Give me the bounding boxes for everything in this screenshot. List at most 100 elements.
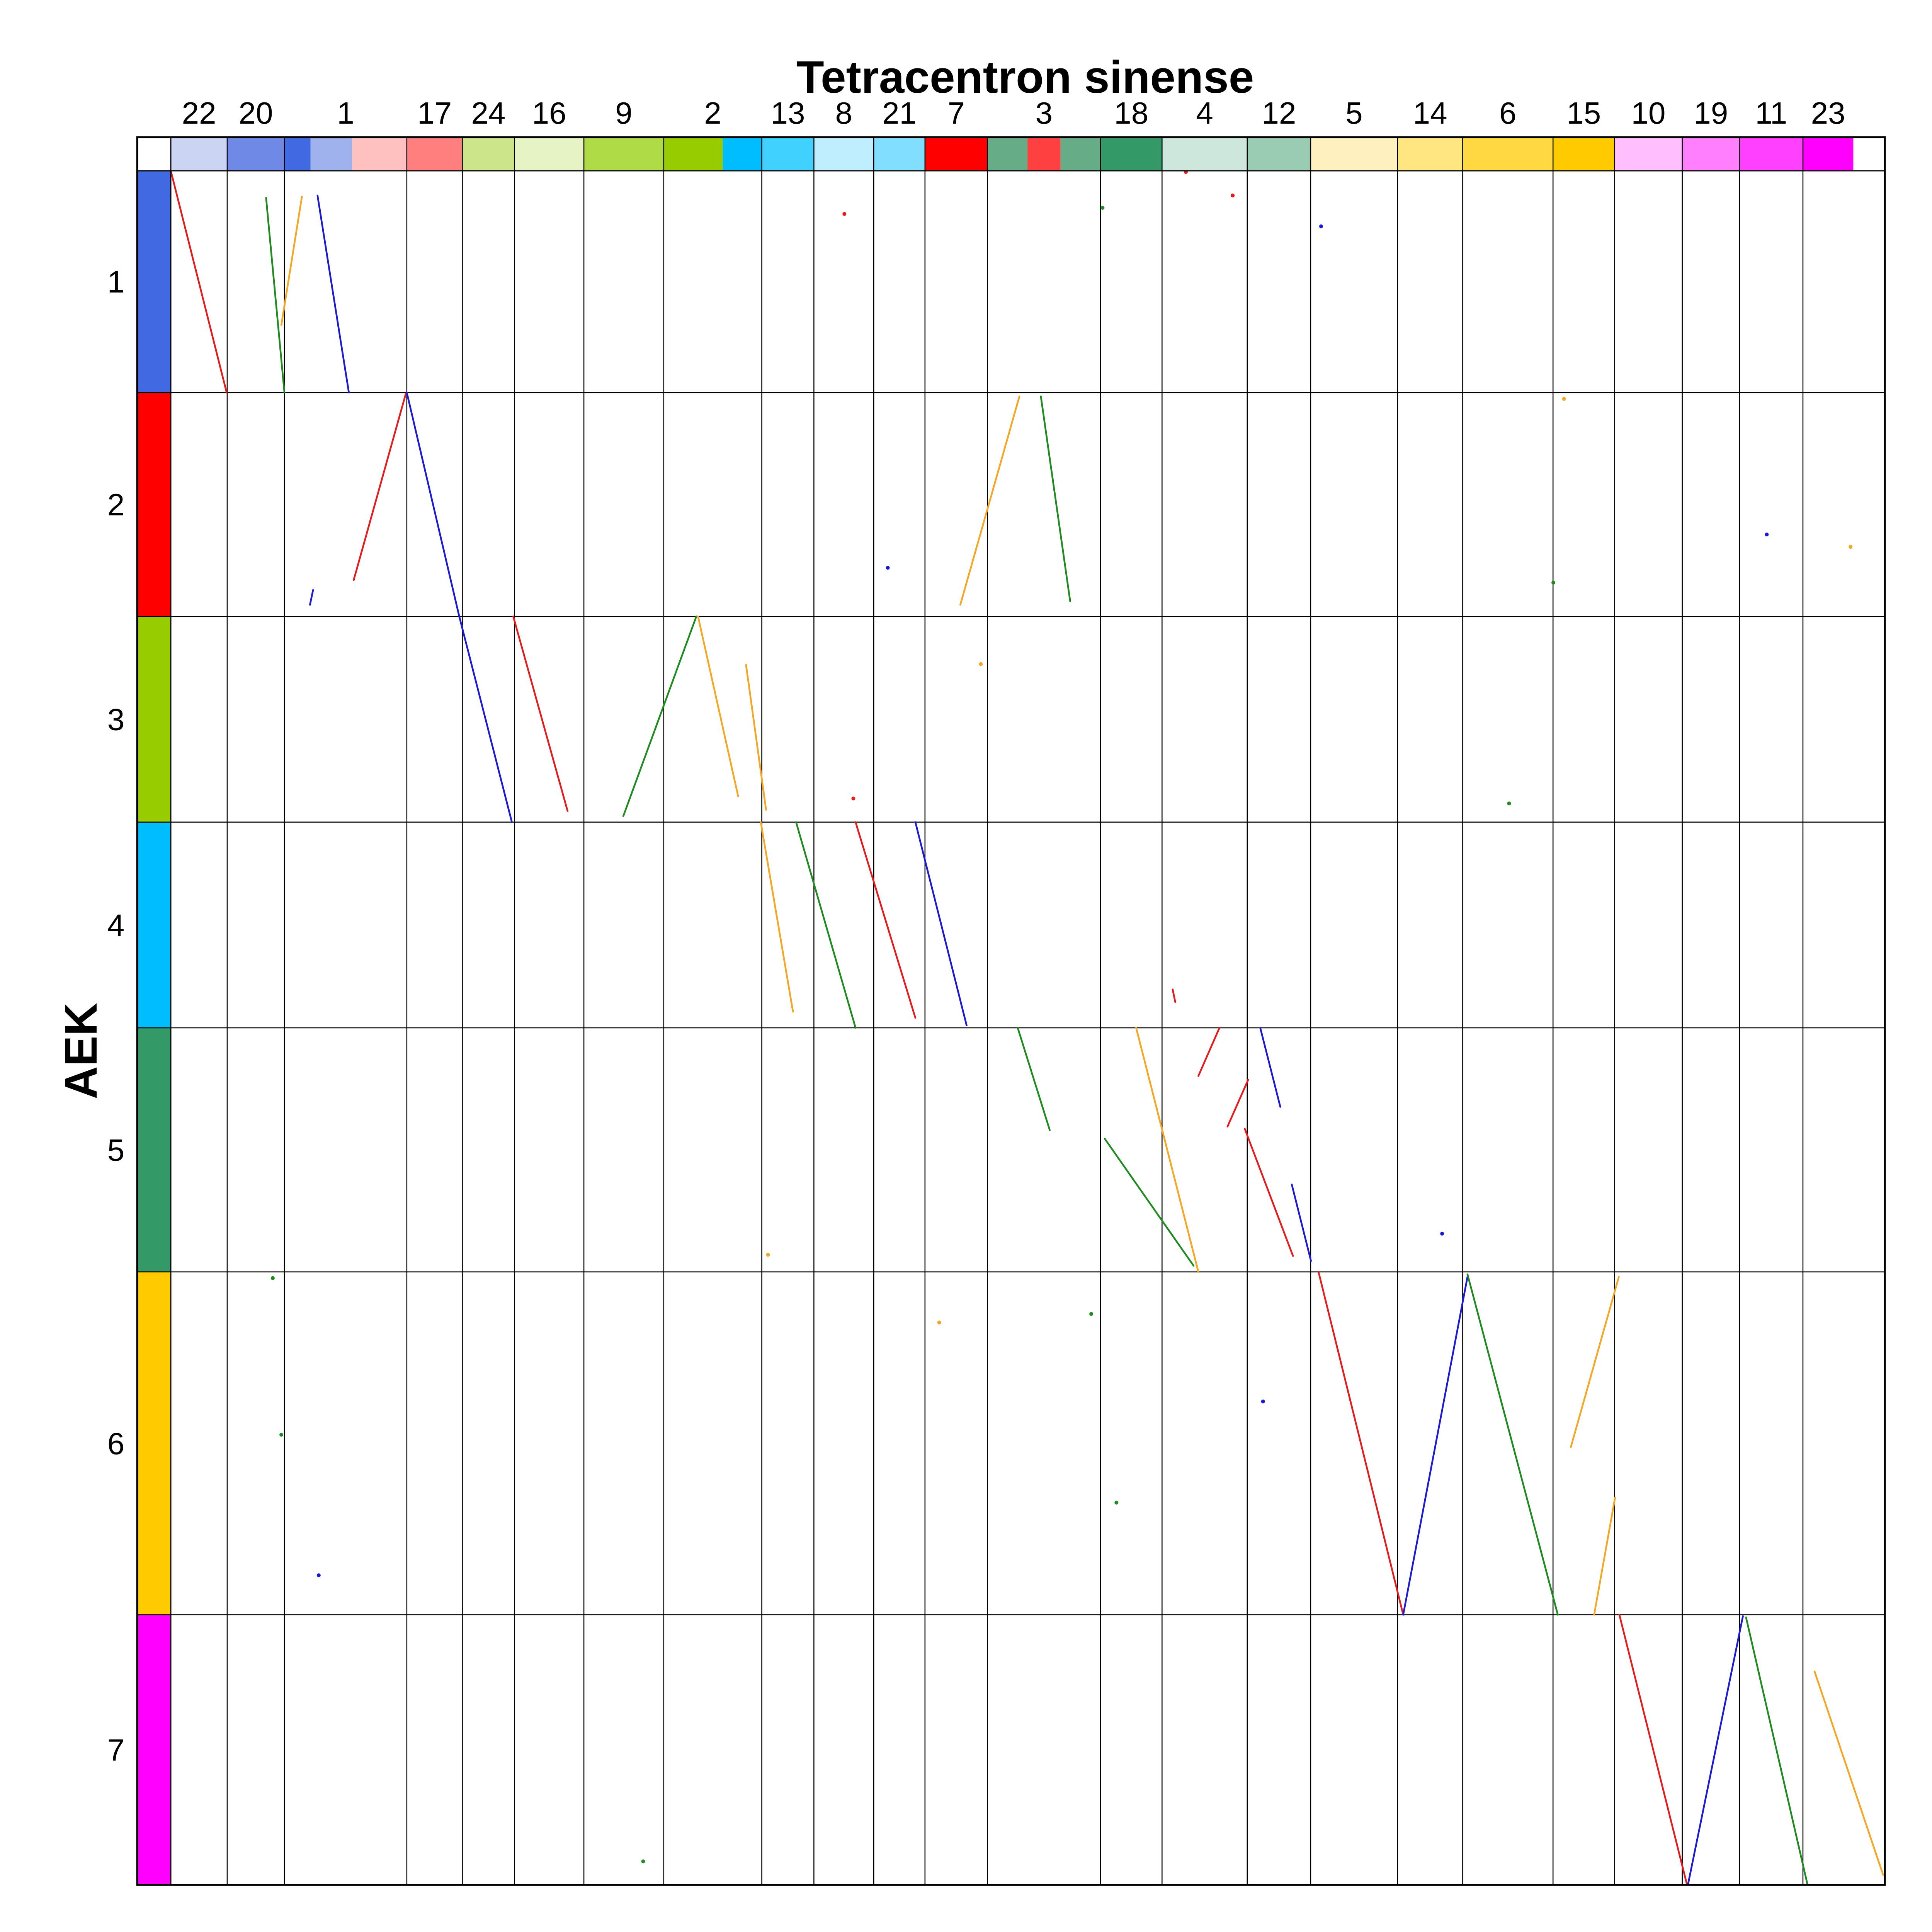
y-tick-label: 7 xyxy=(107,1733,125,1767)
synteny-segment xyxy=(309,589,314,606)
synteny-segment xyxy=(512,616,569,812)
x-tick-label: 7 xyxy=(948,96,965,130)
x-strip-block xyxy=(1027,137,1061,171)
synteny-dot xyxy=(270,1276,275,1280)
plot-frame xyxy=(136,136,1886,1886)
x-tick-label: 13 xyxy=(770,96,805,130)
x-tick-label: 14 xyxy=(1413,96,1447,130)
synteny-dot xyxy=(842,212,847,216)
x-tick-label: 3 xyxy=(1036,96,1053,130)
synteny-segment xyxy=(170,170,228,394)
y-group-bar xyxy=(137,1272,171,1615)
synteny-segment xyxy=(1570,1276,1620,1448)
synteny-segment xyxy=(1813,1670,1884,1876)
y-group-bar xyxy=(137,616,171,822)
y-tick-label: 5 xyxy=(107,1133,125,1167)
y-tick-labels: 1 2 3 4 5 6 7 xyxy=(107,265,125,1767)
x-strip-block xyxy=(874,137,925,171)
x-strip-block xyxy=(462,137,515,171)
synteny-segment xyxy=(265,197,286,394)
synteny-dot xyxy=(279,1433,284,1437)
synteny-segment xyxy=(697,616,739,797)
x-tick-label: 11 xyxy=(1755,96,1787,130)
x-strip-block xyxy=(1682,137,1740,171)
synteny-segment xyxy=(1593,1497,1616,1616)
x-strip-block xyxy=(352,137,407,171)
x-tick-labels: 22 20 1 17 24 16 9 2 13 8 21 7 3 18 4 12 5 14 6 15 10 19 11 23 xyxy=(182,96,1845,130)
x-strip-block xyxy=(1310,137,1398,171)
synteny-dot xyxy=(641,1859,645,1864)
x-strip-block xyxy=(1803,137,1854,171)
x-strip-block xyxy=(1162,137,1247,171)
x-tick-label: 4 xyxy=(1196,96,1213,130)
x-strip-block xyxy=(1397,137,1463,171)
synteny-segment xyxy=(1197,1027,1221,1077)
synteny-segment xyxy=(1244,1128,1294,1257)
y-tick-label: 4 xyxy=(107,908,125,942)
x-tick-label: 15 xyxy=(1566,96,1601,130)
synteny-segment xyxy=(1466,1273,1559,1616)
x-color-strip xyxy=(171,137,1854,171)
y-tick-label: 3 xyxy=(107,702,125,737)
x-strip-block xyxy=(925,137,988,171)
synteny-segment xyxy=(1402,1276,1469,1616)
x-tick-label: 20 xyxy=(239,96,273,130)
synteny-segment xyxy=(959,395,1020,606)
synteny-segment xyxy=(316,194,350,394)
x-tick-label: 22 xyxy=(182,96,216,130)
x-strip-block xyxy=(227,137,285,171)
synteny-dot xyxy=(886,566,890,570)
y-tick-label: 1 xyxy=(107,265,125,299)
x-tick-label: 19 xyxy=(1694,96,1728,130)
grid-lines xyxy=(137,137,1885,1885)
x-tick-label: 16 xyxy=(532,96,566,130)
x-strip-block xyxy=(514,137,584,171)
x-strip-block xyxy=(1060,137,1101,171)
x-tick-label: 2 xyxy=(704,96,721,130)
synteny-dot xyxy=(851,796,855,801)
synteny-dot xyxy=(1551,580,1556,585)
synteny-segment xyxy=(1017,1027,1051,1131)
synteny-segment xyxy=(1291,1184,1312,1262)
synteny-segment xyxy=(280,196,303,326)
synteny-segment xyxy=(353,393,407,581)
synteny-dot xyxy=(1089,1312,1094,1316)
synteny-segment xyxy=(406,391,460,617)
x-strip-block xyxy=(663,137,723,171)
x-tick-label: 1 xyxy=(337,96,354,130)
x-strip-block xyxy=(814,137,874,171)
synteny-segment xyxy=(1687,1615,1744,1886)
synteny-segment xyxy=(622,616,697,817)
x-tick-label: 9 xyxy=(615,96,633,130)
synteny-segment xyxy=(1745,1616,1809,1886)
synteny-dot xyxy=(1114,1500,1119,1505)
synteny-segment xyxy=(458,616,513,823)
x-tick-label: 12 xyxy=(1262,96,1296,130)
y-group-bar xyxy=(137,1614,171,1885)
x-tick-label: 21 xyxy=(882,96,917,130)
x-tick-label: 8 xyxy=(835,96,853,130)
x-strip-block xyxy=(1247,137,1311,171)
y-tick-label: 6 xyxy=(107,1426,125,1461)
x-tick-label: 18 xyxy=(1114,96,1148,130)
synteny-dot xyxy=(1507,801,1511,806)
synteny-segment xyxy=(914,821,968,1027)
synteny-dot xyxy=(1849,545,1853,549)
x-strip-block xyxy=(723,137,762,171)
synteny-dot xyxy=(316,1573,321,1577)
x-tick-label: 5 xyxy=(1345,96,1363,130)
x-strip-block xyxy=(987,137,1028,171)
synteny-marks xyxy=(170,170,1884,1886)
x-strip-block xyxy=(406,137,463,171)
x-strip-block xyxy=(762,137,814,171)
synteny-segment xyxy=(745,664,767,811)
y-tick-label: 2 xyxy=(107,488,125,522)
synteny-segment xyxy=(1135,1027,1199,1273)
synteny-segment xyxy=(1259,1027,1281,1108)
synteny-segment xyxy=(760,821,794,1013)
y-group-bar xyxy=(137,171,171,393)
x-strip-block xyxy=(584,137,664,171)
x-strip-block xyxy=(1739,137,1803,171)
x-strip-block xyxy=(171,137,227,171)
